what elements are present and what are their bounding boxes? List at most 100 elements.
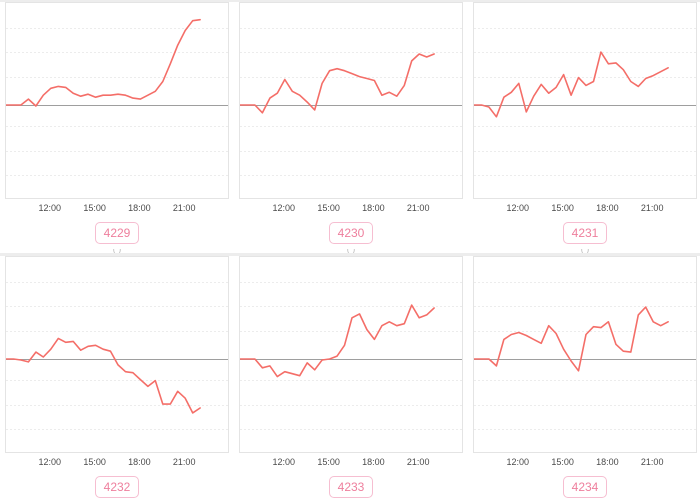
x-tick-label: 21:00 xyxy=(406,457,430,467)
series-line xyxy=(6,337,201,414)
zero-baseline xyxy=(6,105,228,106)
x-tick-label: 15:00 xyxy=(317,203,340,213)
gridline xyxy=(240,380,462,382)
gridline xyxy=(474,380,696,382)
zero-baseline xyxy=(240,359,462,360)
gridline xyxy=(474,150,696,152)
row-divider-top xyxy=(0,0,700,2)
series-line xyxy=(6,18,201,107)
chart-cell: ( ) 12:00 15:00 18:00 21:00 4232 xyxy=(5,249,229,498)
gridline xyxy=(240,330,462,332)
gridline xyxy=(474,281,696,283)
clipped-title-fragment: ( ) xyxy=(473,249,697,253)
gridline xyxy=(240,150,462,152)
gridline xyxy=(6,306,228,308)
row-divider-middle xyxy=(0,253,700,256)
plot-area xyxy=(473,2,697,199)
x-tick-label: 21:00 xyxy=(640,203,664,213)
chart-cell: ( ) 12:00 15:00 18:00 21:00 4234 xyxy=(473,249,697,498)
badge-row: 4230 xyxy=(239,222,463,244)
plot-area xyxy=(239,256,463,453)
gridline xyxy=(6,27,228,29)
clipped-title-text: ( ) xyxy=(347,249,356,253)
x-tick-label: 12:00 xyxy=(506,457,530,467)
gridline xyxy=(240,76,462,78)
clipped-title-fragment: ( ) xyxy=(239,249,463,253)
zero-baseline xyxy=(474,359,696,360)
gridline xyxy=(6,175,228,177)
gridline xyxy=(240,429,462,431)
x-axis: 12:00 15:00 18:00 21:00 xyxy=(239,457,463,469)
chart-cell: ( ) 12:00 15:00 18:00 21:00 4230 xyxy=(239,2,463,244)
chart-id-badge[interactable]: 4233 xyxy=(328,476,374,498)
chart-cell: ( ) 12:00 15:00 18:00 21:00 4231 xyxy=(473,2,697,244)
x-tick-label: 12:00 xyxy=(38,203,62,213)
x-tick-label: 21:00 xyxy=(640,457,664,467)
clipped-title-text: ( ) xyxy=(113,249,122,253)
plot-area xyxy=(5,2,229,199)
x-tick-label: 18:00 xyxy=(128,203,151,213)
gridline xyxy=(240,281,462,283)
clipped-title-text: ( ) xyxy=(581,249,590,253)
x-tick-label: 18:00 xyxy=(128,457,151,467)
clipped-title-fragment: ( ) xyxy=(5,249,229,253)
gridline xyxy=(474,27,696,29)
x-tick-label: 18:00 xyxy=(596,203,619,213)
plot-area xyxy=(239,2,463,199)
chart-id-badge[interactable]: 4234 xyxy=(562,476,608,498)
gridline xyxy=(474,76,696,78)
series-line xyxy=(240,53,435,114)
x-tick-label: 12:00 xyxy=(506,203,530,213)
x-tick-label: 21:00 xyxy=(172,203,196,213)
x-tick-label: 18:00 xyxy=(362,457,385,467)
gridline xyxy=(6,150,228,152)
gridline xyxy=(474,126,696,128)
x-tick-label: 12:00 xyxy=(38,457,62,467)
x-tick-label: 15:00 xyxy=(317,457,340,467)
x-tick-label: 12:00 xyxy=(272,457,296,467)
gridline xyxy=(474,175,696,177)
x-tick-label: 18:00 xyxy=(596,457,619,467)
x-tick-label: 15:00 xyxy=(83,203,106,213)
chart-cell: ( ) 12:00 15:00 18:00 21:00 4229 xyxy=(5,2,229,244)
x-tick-label: 15:00 xyxy=(551,457,574,467)
gridline xyxy=(240,306,462,308)
gridline xyxy=(240,27,462,29)
chart-id-badge[interactable]: 4229 xyxy=(94,222,140,244)
x-tick-label: 21:00 xyxy=(406,203,430,213)
chart-row-bottom: ( ) 12:00 15:00 18:00 21:00 4232 ( ) 12:… xyxy=(0,249,700,498)
gridline xyxy=(6,429,228,431)
series-line xyxy=(474,306,669,372)
chart-id-badge[interactable]: 4230 xyxy=(328,222,374,244)
x-axis: 12:00 15:00 18:00 21:00 xyxy=(473,203,697,215)
chart-id-badge[interactable]: 4232 xyxy=(94,476,140,498)
gridline xyxy=(240,175,462,177)
x-tick-label: 21:00 xyxy=(172,457,196,467)
badge-row: 4233 xyxy=(239,476,463,498)
chart-id-badge[interactable]: 4231 xyxy=(562,222,608,244)
gridline xyxy=(240,52,462,54)
x-tick-label: 15:00 xyxy=(83,457,106,467)
gridline xyxy=(6,126,228,128)
zero-baseline xyxy=(6,359,228,360)
gridline xyxy=(240,404,462,406)
gridline xyxy=(474,330,696,332)
gridline xyxy=(6,330,228,332)
x-axis: 12:00 15:00 18:00 21:00 xyxy=(5,457,229,469)
gridline xyxy=(6,52,228,54)
series-line xyxy=(240,304,435,378)
x-axis: 12:00 15:00 18:00 21:00 xyxy=(239,203,463,215)
gridline xyxy=(240,126,462,128)
gridline xyxy=(474,52,696,54)
x-axis: 12:00 15:00 18:00 21:00 xyxy=(5,203,229,215)
plot-area xyxy=(473,256,697,453)
badge-row: 4231 xyxy=(473,222,697,244)
x-tick-label: 15:00 xyxy=(551,203,574,213)
gridline xyxy=(474,306,696,308)
badge-row: 4234 xyxy=(473,476,697,498)
gridline xyxy=(474,404,696,406)
series-line xyxy=(474,51,669,118)
badge-row: 4229 xyxy=(5,222,229,244)
chart-cell: ( ) 12:00 15:00 18:00 21:00 4233 xyxy=(239,249,463,498)
gridline xyxy=(6,76,228,78)
